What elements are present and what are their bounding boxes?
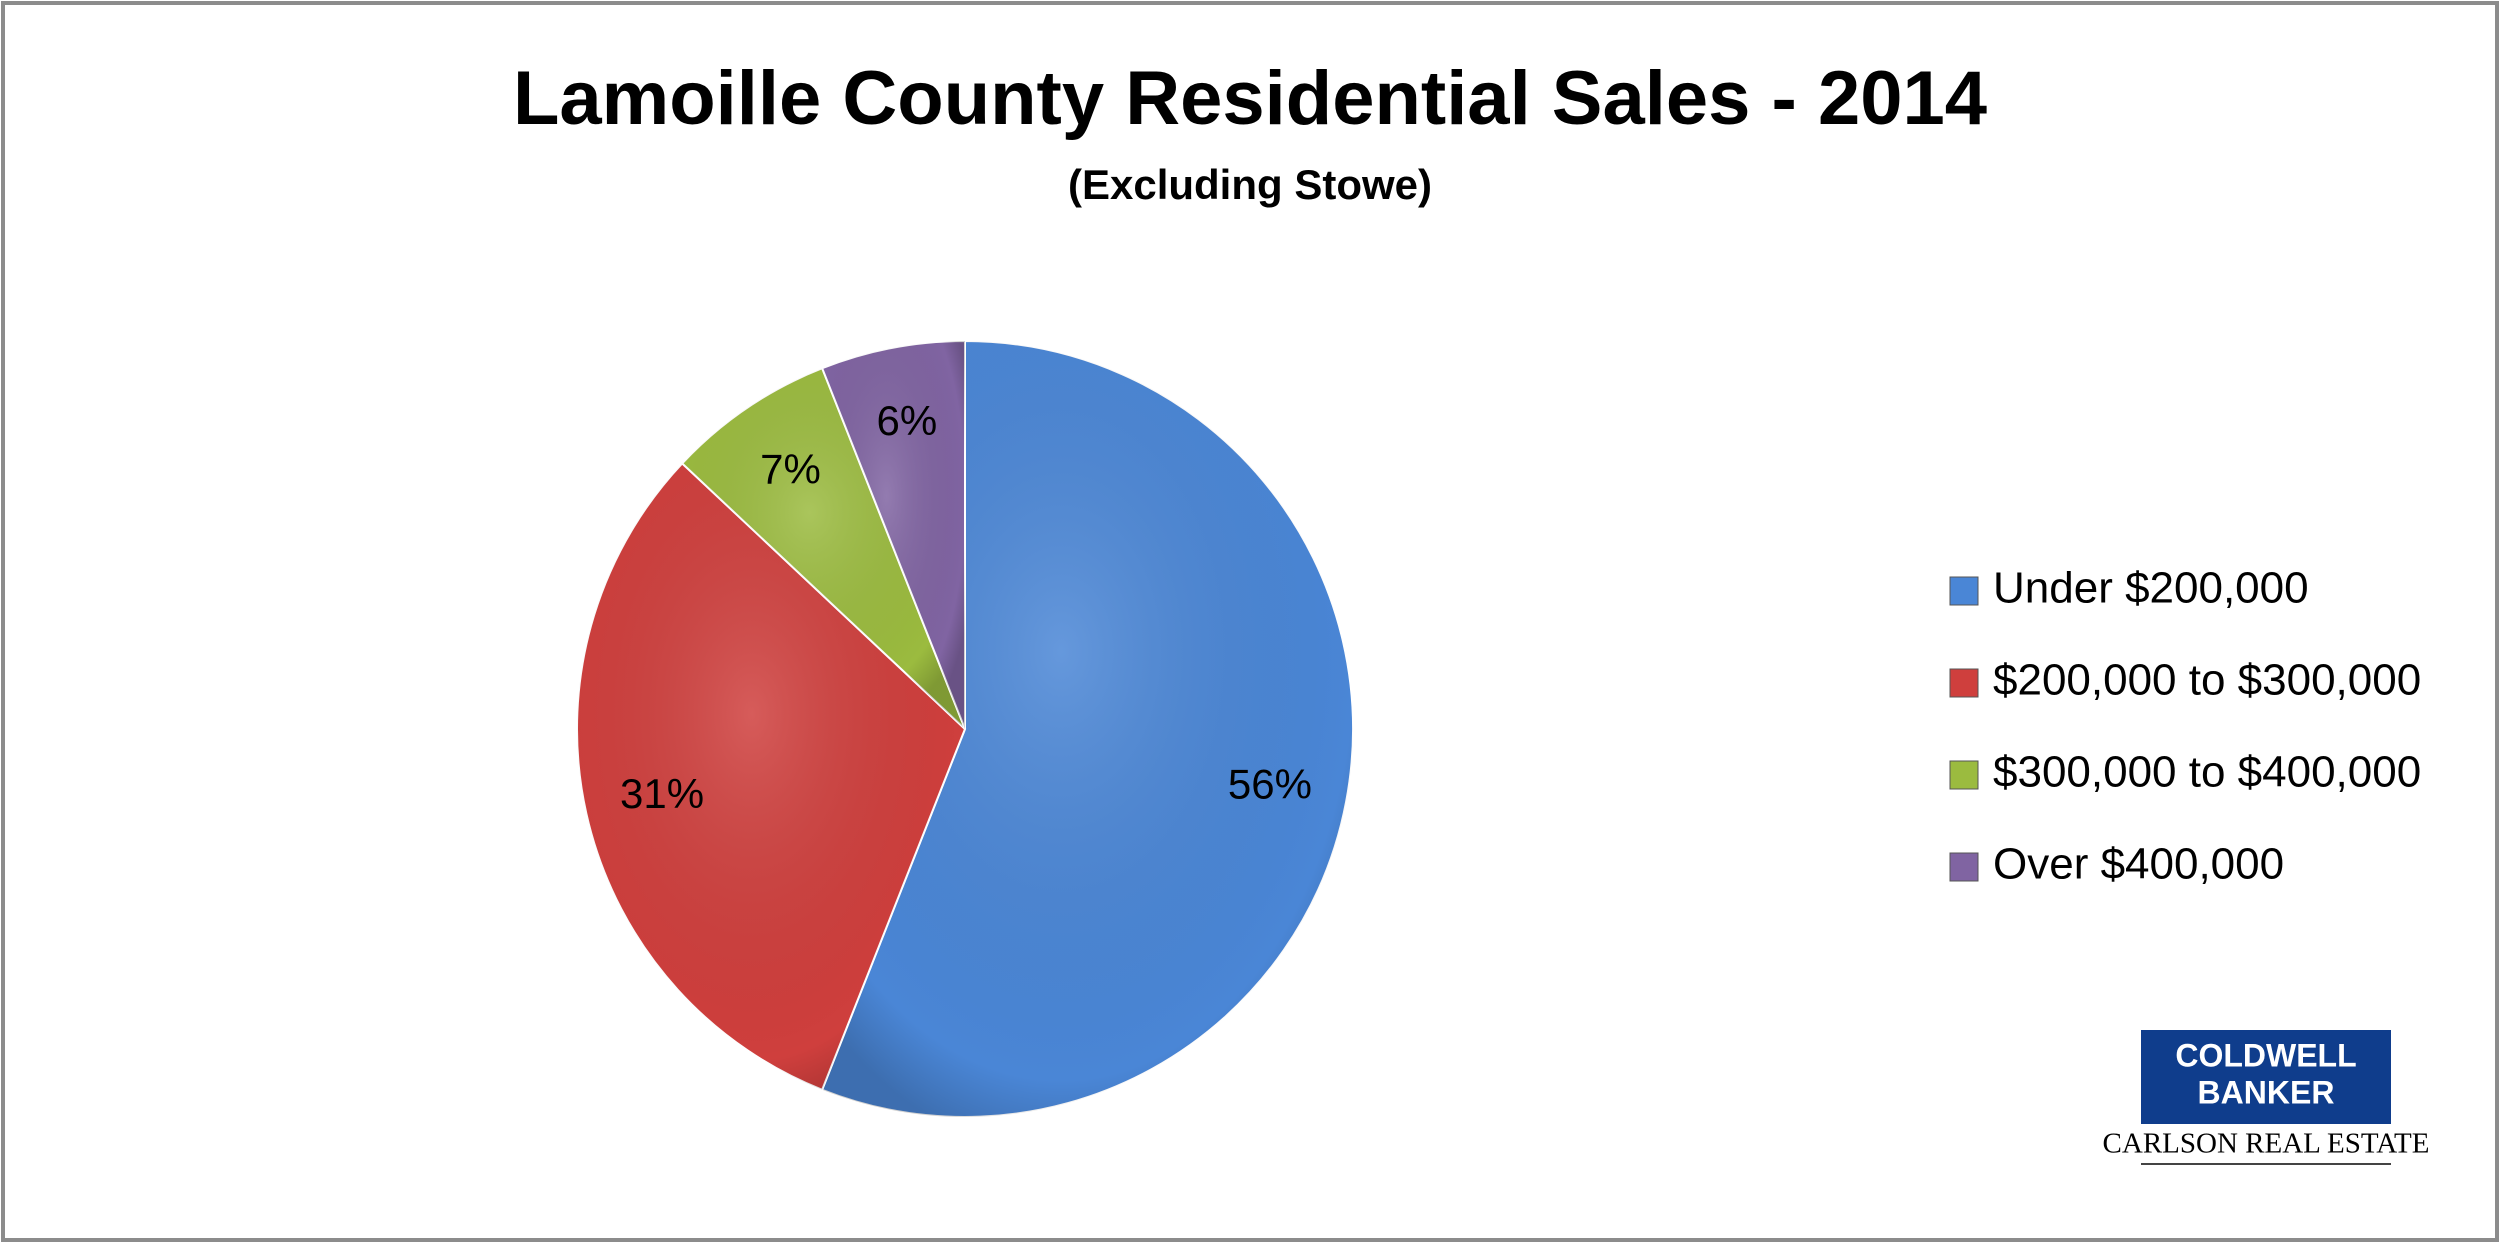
legend: Under $200,000 $200,000 to $300,000 $300,0… (1949, 564, 2421, 889)
logo-box (2141, 1030, 2391, 1124)
logo: COLDWELL BANKER CARLSON REAL ESTATE (2103, 1030, 2430, 1165)
legend-swatch (1949, 760, 1979, 790)
chart-title: Lamoille County Residential Sales - 2014 (513, 56, 1987, 141)
legend-label: Under $200,000 (1993, 564, 2309, 613)
pie: 56% 31% 7% 6% (576, 339, 1354, 1118)
logo-brand: BANKER (2198, 1074, 2335, 1110)
logo-brand: COLDWELL (2175, 1037, 2356, 1073)
legend-swatch (1949, 852, 1979, 882)
legend-label: $300,000 to $400,000 (1993, 748, 2421, 797)
data-label: 31% (620, 770, 704, 817)
legend-label: $200,000 to $300,000 (1993, 656, 2421, 705)
data-label: 56% (1228, 760, 1312, 807)
data-label: 6% (876, 397, 937, 444)
legend-label: Over $400,000 (1993, 840, 2284, 889)
legend-swatch (1949, 668, 1979, 698)
logo-office: CARLSON REAL ESTATE (2103, 1128, 2430, 1160)
legend-swatch (1949, 576, 1979, 606)
data-label: 7% (760, 445, 821, 492)
chart-subtitle: (Excluding Stowe) (1068, 161, 1432, 208)
